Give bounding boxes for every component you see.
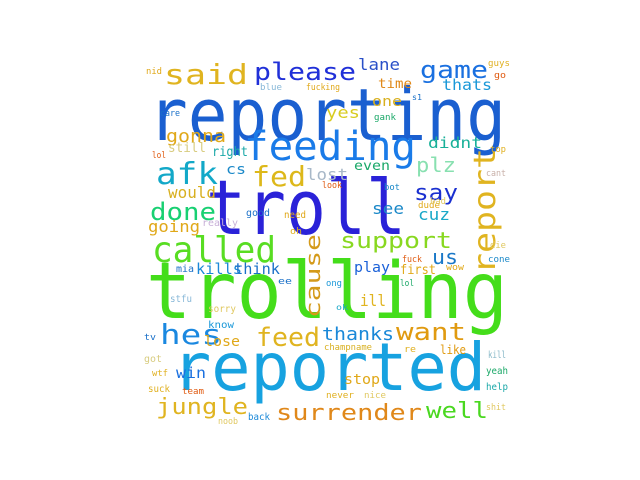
word-wtf: wtf (152, 369, 168, 379)
word-see: see (372, 199, 404, 218)
word-ok: ok (336, 303, 348, 312)
word-report: report (468, 148, 503, 274)
word-team: team (182, 387, 204, 397)
word-nice: nice (364, 391, 386, 401)
word-lost: lost (306, 165, 348, 184)
word-us: us (432, 245, 458, 269)
word-called: called (152, 230, 276, 271)
word-go: go (494, 71, 506, 81)
word-s1: s1 (412, 93, 422, 102)
word-mia: mia (176, 264, 194, 275)
word-fuck: fuck (402, 255, 423, 265)
word-ill: ill (360, 291, 386, 310)
word-die: die (490, 241, 506, 251)
word-said: said (164, 58, 248, 91)
word-got: got (144, 354, 162, 365)
word-nid: nid (146, 67, 162, 77)
word-win: win (176, 364, 206, 382)
word-reporting: reporting (148, 73, 506, 157)
word-re: re (404, 345, 416, 355)
word-oh: oh (290, 227, 302, 237)
word-one: one (372, 94, 402, 110)
word-time: time (378, 77, 412, 92)
word-think: think (234, 260, 280, 278)
word-say: say (414, 181, 458, 206)
word-look: look (322, 181, 343, 191)
word-thanks: thanks (322, 324, 394, 345)
word-well: well (426, 399, 488, 424)
word-lol-2: lol (400, 279, 414, 289)
word-trolling: trolling (146, 247, 508, 337)
word-troll: troll (206, 163, 406, 252)
word-bad: bad (430, 197, 446, 207)
word-thats: thats (442, 76, 492, 94)
word-know: know (208, 320, 235, 331)
word-suck: suck (148, 384, 170, 395)
word-noob: noob (218, 417, 238, 427)
word-ee: ee (278, 277, 292, 287)
word-afk: afk (156, 157, 218, 192)
word-good: good (246, 208, 270, 219)
word-feed: feed (256, 323, 320, 353)
word-first: first (400, 263, 436, 278)
word-cone: cone (488, 255, 510, 265)
word-never: never (326, 391, 355, 401)
word-kills: kills (196, 260, 242, 278)
word-jungle: jungle (156, 395, 248, 420)
word-care: care (160, 109, 180, 119)
word-please: please (254, 58, 356, 86)
word-cause: cause (301, 234, 325, 318)
word-would: would (168, 183, 216, 202)
word-cs: cs (226, 162, 246, 178)
word-cant: cant (486, 169, 506, 179)
word-reported: reported (172, 329, 486, 406)
word-blue: blue (260, 83, 282, 93)
word-yeah: yeah (486, 366, 508, 377)
word-bot: bot (384, 183, 400, 193)
word-top: top (490, 145, 506, 155)
word-feeding: feeding (244, 124, 416, 170)
word-back: back (248, 412, 270, 423)
word-going: going (148, 217, 200, 236)
word-play: play (354, 260, 390, 276)
word-champname: champname (324, 343, 372, 353)
word-plz: plz (416, 153, 456, 177)
word-tv: tv (144, 333, 156, 343)
word-wow: wow (446, 263, 465, 273)
word-dude: dude (418, 201, 440, 211)
word-stop: stop (344, 372, 380, 388)
word-still: still (168, 141, 206, 156)
word-sorry: sorry (208, 304, 236, 315)
word-help: help (486, 382, 508, 393)
word-need: need (284, 210, 306, 221)
word-done: done (150, 198, 216, 226)
word-didnt: didnt (428, 134, 482, 152)
word-ong: ong (326, 279, 342, 289)
word-kill: kill (488, 350, 506, 361)
word-fucking: fucking (306, 83, 340, 93)
word-gonna: gonna (166, 126, 226, 147)
word-surrender: surrender (276, 401, 422, 426)
word-guys: guys (488, 59, 510, 69)
word-right: right (212, 145, 248, 160)
word-really: really (202, 218, 238, 229)
word-hes: hes (160, 318, 222, 351)
word-want: want (396, 318, 466, 346)
word-fed: fed (252, 160, 306, 193)
word-lane: lane (358, 55, 400, 74)
word-yes: yes (326, 103, 360, 122)
word-lose: lose (204, 334, 240, 350)
word-even: even (354, 159, 390, 174)
word-like: like (440, 343, 466, 357)
word-game: game (420, 56, 488, 84)
word-shit: shit (486, 403, 506, 413)
word-support: support (340, 229, 452, 254)
word-cuz: cuz (418, 205, 450, 224)
word-lol: lol (152, 151, 166, 161)
word-stfu: stfu (170, 294, 192, 305)
word-gank: gank (374, 113, 397, 123)
